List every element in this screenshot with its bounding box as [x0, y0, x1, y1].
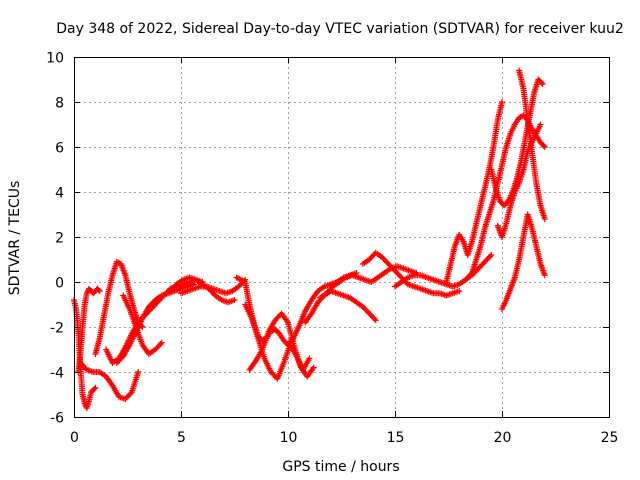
data-point-trace	[540, 142, 547, 149]
data-point	[158, 339, 165, 346]
data-points	[71, 67, 548, 411]
y-tick-label: 8	[55, 96, 64, 112]
data-point	[135, 369, 142, 375]
x-tick-label: 5	[177, 430, 186, 446]
x-tick-label: 20	[494, 430, 512, 446]
data-point-trace	[538, 79, 545, 86]
data-point	[310, 364, 317, 371]
data-point	[306, 355, 313, 362]
y-tick-label: 6	[55, 141, 64, 157]
data-point	[488, 252, 495, 258]
data-point	[96, 288, 103, 294]
data-point-trace	[91, 385, 98, 392]
y-axis-label: SDTVAR / TECUs	[7, 181, 23, 296]
x-tick-label: 25	[601, 430, 619, 446]
grid-lines	[74, 57, 609, 417]
y-tick-label: 2	[55, 231, 64, 247]
data-point-trace	[95, 286, 102, 293]
y-tick-label: -4	[50, 366, 64, 382]
x-tick-label: 0	[70, 430, 79, 446]
y-tick-label: -6	[50, 411, 64, 427]
data-point-trace	[157, 341, 164, 348]
data-point	[499, 99, 505, 105]
data-point	[456, 288, 463, 294]
data-point	[541, 144, 548, 150]
data-point-trace	[371, 315, 378, 322]
y-tick-label: 4	[55, 186, 64, 202]
data-point-trace	[127, 390, 134, 397]
y-tick-label: -2	[50, 321, 64, 337]
x-axis-label: GPS time / hours	[282, 459, 399, 475]
data-point	[372, 317, 379, 324]
data-point	[231, 297, 238, 303]
data-point	[92, 384, 99, 391]
x-tick-label: 15	[387, 430, 405, 446]
y-tick-label: 10	[46, 51, 64, 67]
y-tick-label: 0	[55, 276, 64, 292]
data-point-trace	[487, 253, 494, 260]
data-point	[541, 272, 548, 279]
data-point	[539, 81, 546, 87]
chart-title: Day 348 of 2022, Sidereal Day-to-day VTE…	[56, 21, 624, 37]
axis-ticks: 0 5 10 15 20 25 -6 -4 -2 0 2 4 6 8 10	[46, 51, 618, 447]
data-point	[537, 121, 544, 128]
data-point	[541, 216, 548, 222]
x-tick-label: 10	[280, 430, 298, 446]
